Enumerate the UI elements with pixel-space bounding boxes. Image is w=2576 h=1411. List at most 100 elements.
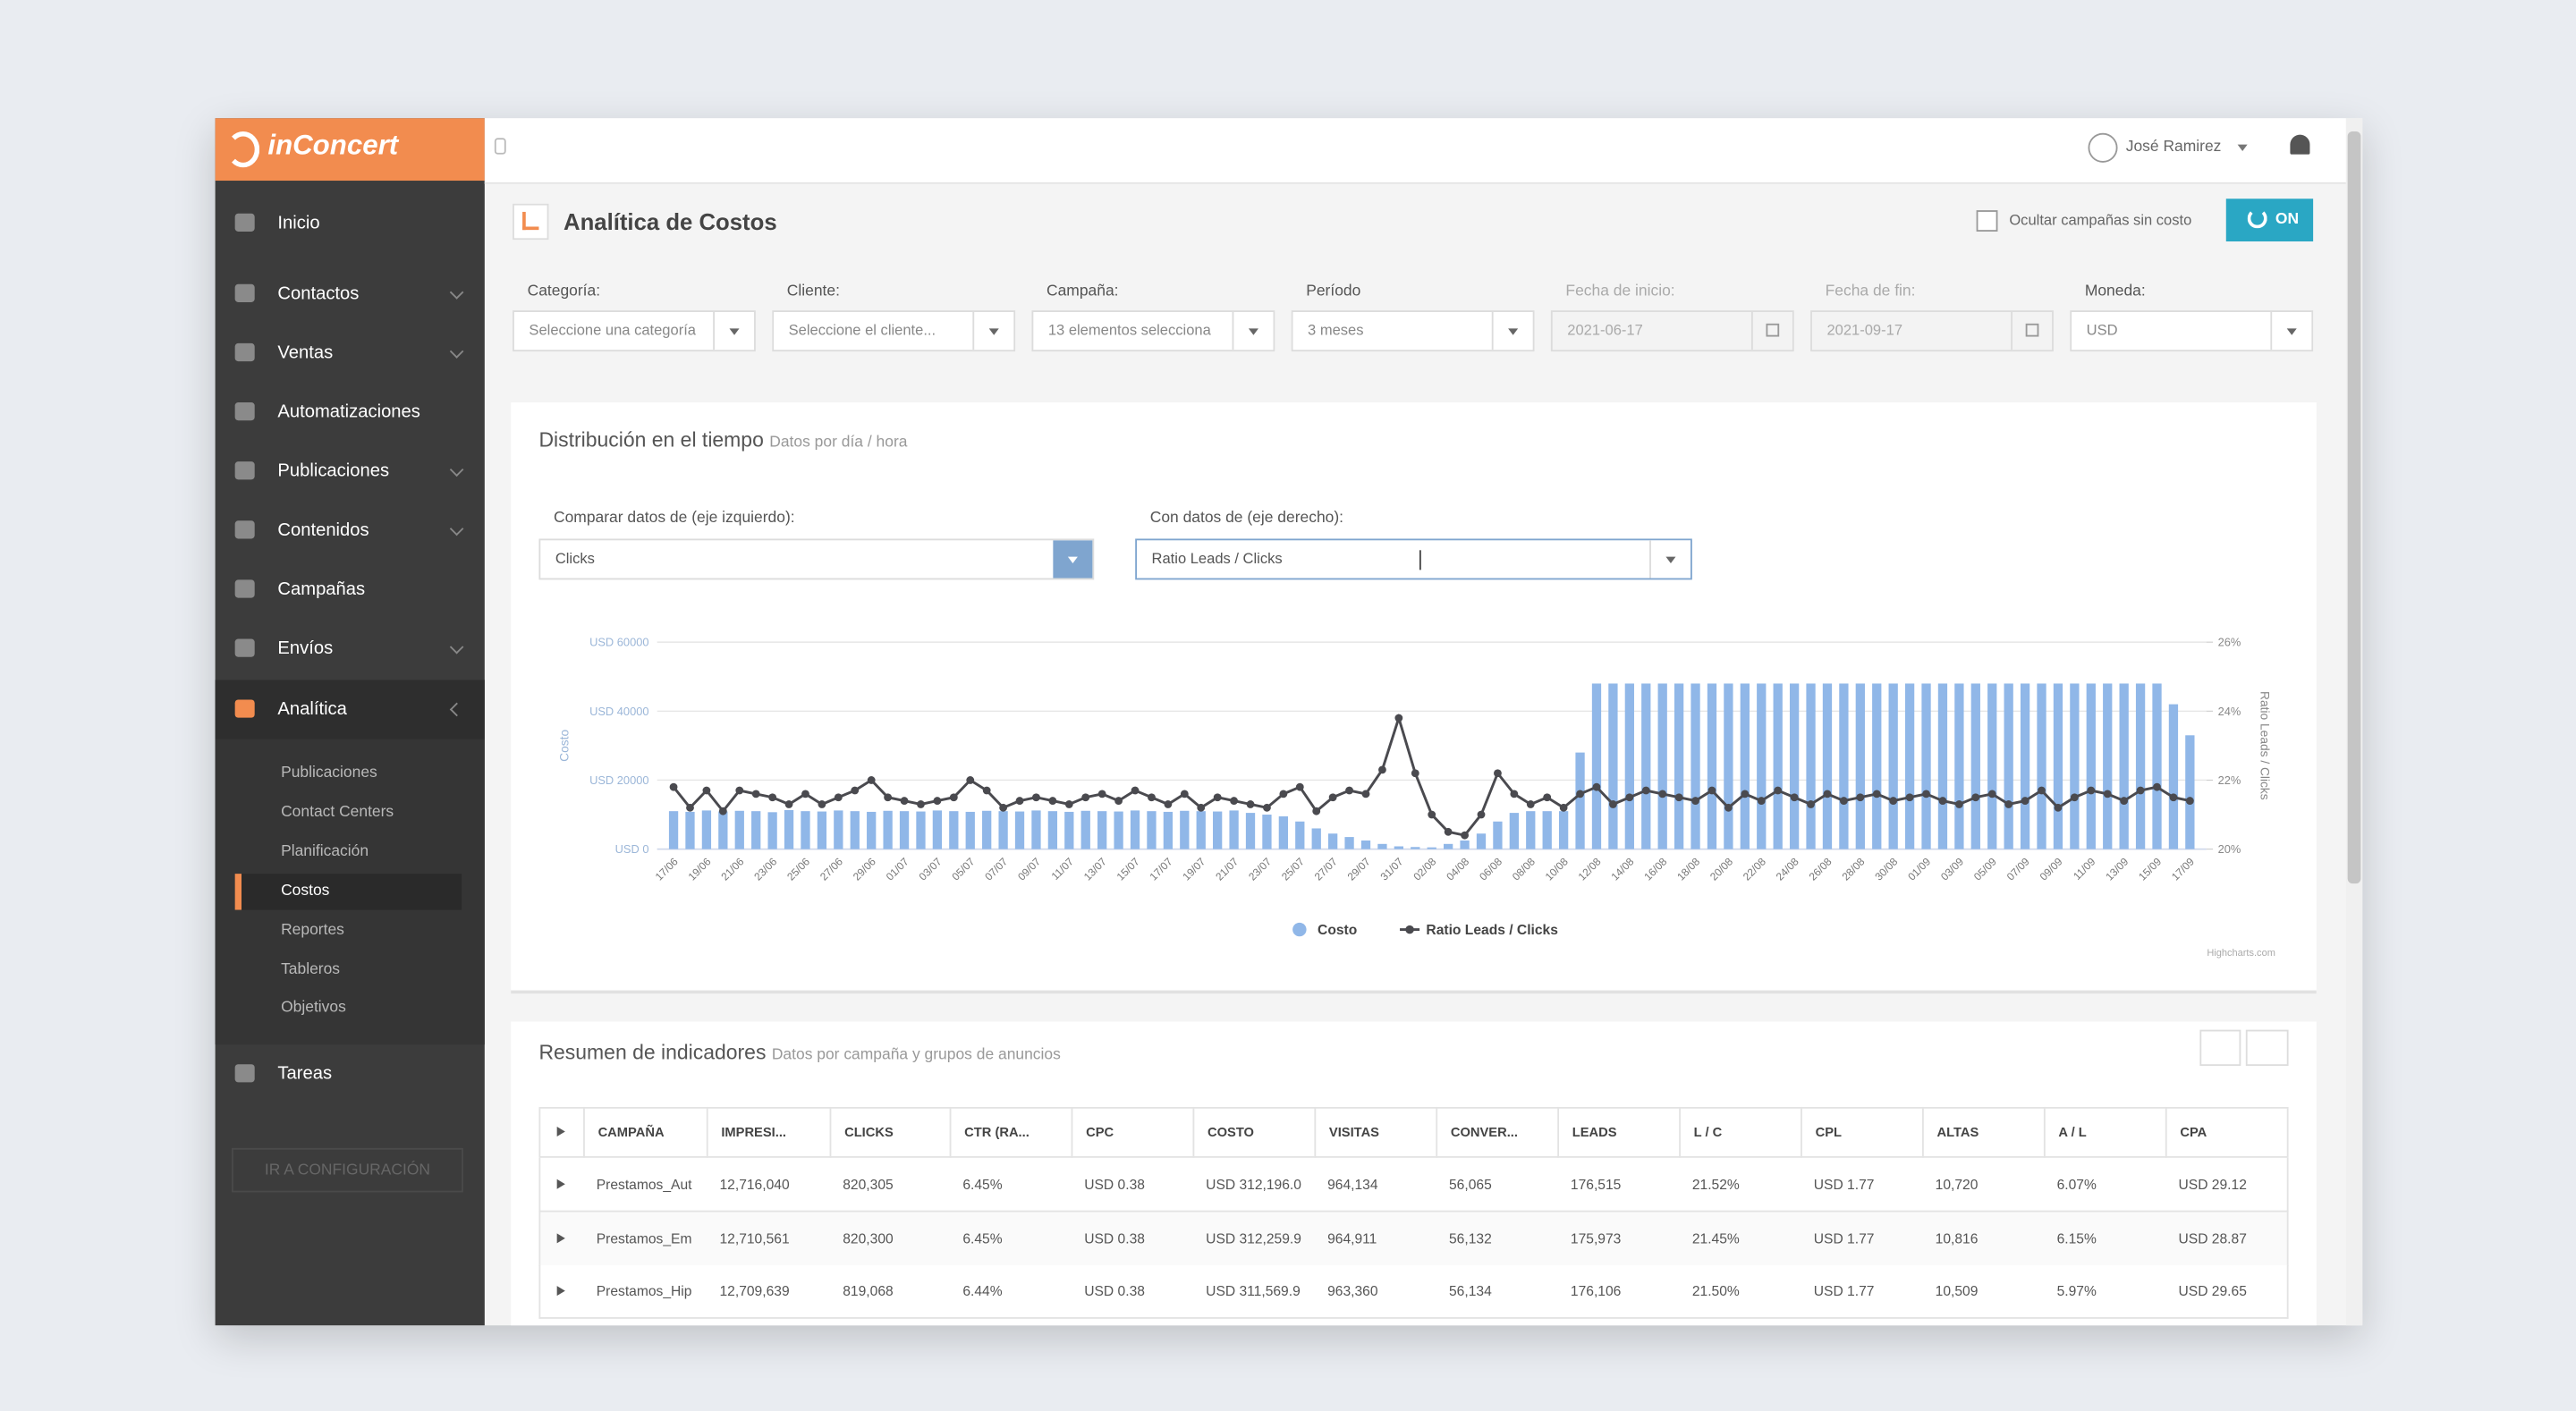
column-header[interactable]: ALTAS	[1921, 1106, 2044, 1158]
panel-subtitle: Datos por campaña y grupos de anuncios	[771, 1046, 1061, 1065]
submenu-item[interactable]: Contact Centers	[281, 803, 394, 822]
line-marker	[1328, 793, 1337, 802]
submenu-item-active[interactable]: Costos	[234, 874, 462, 910]
x-tick-label: 17/07	[1148, 855, 1175, 883]
bar	[899, 811, 910, 849]
submenu-item[interactable]: Objetivos	[281, 998, 346, 1017]
submenu-item[interactable]: Publicaciones	[281, 764, 377, 782]
y2-tick-label: 22%	[2218, 773, 2241, 787]
column-header[interactable]: COSTO	[1192, 1106, 1314, 1158]
user-name[interactable]: José Ramirez	[2125, 138, 2222, 156]
expand-row[interactable]	[556, 1179, 565, 1189]
bar	[2053, 683, 2063, 849]
column-header[interactable]: CLICKS	[829, 1106, 950, 1158]
column-header[interactable]: CONVER...	[1436, 1106, 1557, 1158]
bar	[2004, 683, 2013, 849]
pin-icon[interactable]	[494, 138, 506, 155]
column-header[interactable]: VISITAS	[1314, 1106, 1436, 1158]
filter-select[interactable]: 13 elementos selecciona	[1031, 310, 1275, 352]
left-axis-select[interactable]: Clicks	[538, 538, 1095, 580]
x-tick-label: 11/09	[2071, 855, 2098, 883]
bar	[2103, 683, 2113, 849]
x-tick-label: 17/09	[2169, 855, 2197, 883]
columns-button[interactable]	[2245, 1029, 2289, 1067]
filter-select[interactable]: 3 meses	[1291, 310, 1535, 352]
filter-button[interactable]	[713, 311, 755, 351]
menu-item[interactable]: Inicio	[216, 199, 485, 248]
x-tick-label: 19/06	[686, 855, 714, 883]
bar	[1921, 683, 1931, 849]
menu-item[interactable]: Publicaciones	[216, 447, 485, 496]
column-header[interactable]: A / L	[2043, 1106, 2165, 1158]
expand-all[interactable]	[556, 1127, 565, 1137]
bell-icon[interactable]	[2290, 134, 2310, 155]
submenu-item[interactable]: Tableros	[281, 960, 341, 979]
bar	[1888, 683, 1898, 849]
line-marker	[1477, 810, 1486, 819]
line-marker	[751, 790, 760, 798]
filter-button[interactable]	[1232, 311, 1274, 351]
menu-item[interactable]: Contenidos	[216, 506, 485, 555]
line-marker	[1790, 793, 1799, 802]
submenu-item[interactable]: Reportes	[281, 921, 344, 940]
expand-row[interactable]	[556, 1286, 565, 1297]
calendar-icon	[1766, 323, 1780, 337]
line-marker	[1971, 793, 1980, 802]
bar	[1295, 821, 1305, 849]
table-cell: 21.45%	[1691, 1229, 1740, 1246]
line-marker	[1641, 786, 1650, 795]
column-header[interactable]: CPA	[2165, 1106, 2289, 1158]
column-header[interactable]: CPC	[1071, 1106, 1193, 1158]
filter-select[interactable]: USD	[2070, 310, 2314, 352]
checkbox[interactable]	[1976, 210, 1998, 232]
column-header[interactable]: CAMPAÑA	[583, 1106, 707, 1158]
right-axis-select[interactable]: Ratio Leads / Clicks	[1135, 538, 1692, 580]
filter-button[interactable]	[2011, 311, 2053, 351]
menu-item[interactable]: Tareas	[216, 1050, 485, 1099]
filter-select[interactable]: Seleccione una categoría	[513, 310, 756, 352]
menu-item[interactable]: Contactos	[216, 269, 485, 318]
line-marker	[1938, 797, 1947, 806]
bar	[1014, 811, 1025, 849]
table-cell: 6.07%	[2056, 1176, 2097, 1193]
user-caret[interactable]	[2237, 144, 2248, 151]
select-button[interactable]	[1053, 540, 1093, 579]
table-cell: 820,300	[843, 1229, 894, 1246]
line-marker	[1081, 793, 1090, 802]
x-tick-label: 11/07	[1049, 855, 1077, 883]
filter-button[interactable]	[1491, 311, 1533, 351]
scrollbar-thumb[interactable]	[2347, 131, 2361, 884]
export-button[interactable]	[2199, 1029, 2241, 1067]
config-button[interactable]: IR A CONFIGURACIÓN	[231, 1147, 463, 1193]
icon	[234, 283, 255, 302]
line-marker	[1032, 793, 1040, 802]
filter-select[interactable]: 2021-06-17	[1550, 310, 1794, 352]
y2-tick-label: 24%	[2218, 705, 2241, 718]
column-header[interactable]: L / C	[1679, 1106, 1801, 1158]
submenu-item[interactable]: Planificación	[281, 842, 369, 861]
x-tick-label: 07/07	[982, 855, 1010, 883]
column-header[interactable]: CPL	[1801, 1106, 1922, 1158]
menu-item[interactable]: Automatizaciones	[216, 387, 485, 436]
filter-button[interactable]	[2270, 311, 2312, 351]
select-button[interactable]	[1649, 540, 1691, 579]
bar	[1608, 683, 1618, 849]
avatar[interactable]	[2088, 132, 2118, 163]
menu-item[interactable]: Campañas	[216, 565, 485, 614]
column-header[interactable]: LEADS	[1557, 1106, 1679, 1158]
menu-item[interactable]: Envíos	[216, 624, 485, 673]
filter-button[interactable]	[1750, 311, 1792, 351]
bar	[850, 811, 860, 849]
menu-item-active[interactable]: Analítica	[215, 680, 485, 739]
filter-select[interactable]: 2021-09-17	[1810, 310, 2054, 352]
expand-row[interactable]	[556, 1232, 565, 1243]
menu-item[interactable]: Ventas	[216, 328, 485, 377]
filter-button[interactable]	[972, 311, 1014, 351]
filter-select[interactable]: Seleccione el cliente...	[772, 310, 1016, 352]
toggle-button[interactable]: ON	[2225, 199, 2314, 242]
column-header[interactable]: CTR (RA...	[949, 1106, 1072, 1158]
column-header[interactable]: IMPRESI...	[706, 1106, 830, 1158]
checkbox-label[interactable]: Ocultar campañas sin costo	[2009, 211, 2192, 229]
y2-tick-label: 20%	[2218, 842, 2241, 856]
x-tick-label: 19/07	[1180, 855, 1208, 883]
